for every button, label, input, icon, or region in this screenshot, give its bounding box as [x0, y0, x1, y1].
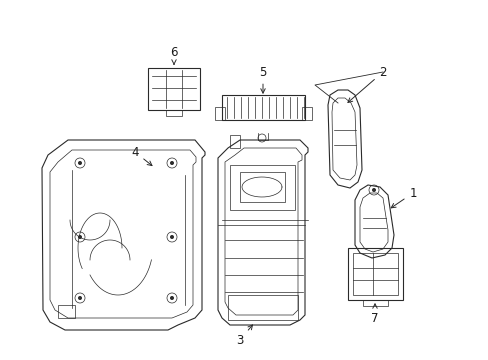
- Circle shape: [170, 296, 174, 300]
- Circle shape: [78, 296, 82, 300]
- Text: 4: 4: [131, 145, 152, 166]
- Circle shape: [78, 235, 82, 239]
- Circle shape: [371, 188, 375, 192]
- Circle shape: [170, 235, 174, 239]
- Text: 3: 3: [236, 325, 252, 346]
- Text: 6: 6: [170, 45, 177, 64]
- Text: 1: 1: [390, 186, 416, 208]
- Text: 2: 2: [347, 66, 386, 103]
- Circle shape: [170, 161, 174, 165]
- Text: 5: 5: [259, 66, 266, 93]
- Circle shape: [78, 161, 82, 165]
- Text: 7: 7: [370, 304, 378, 324]
